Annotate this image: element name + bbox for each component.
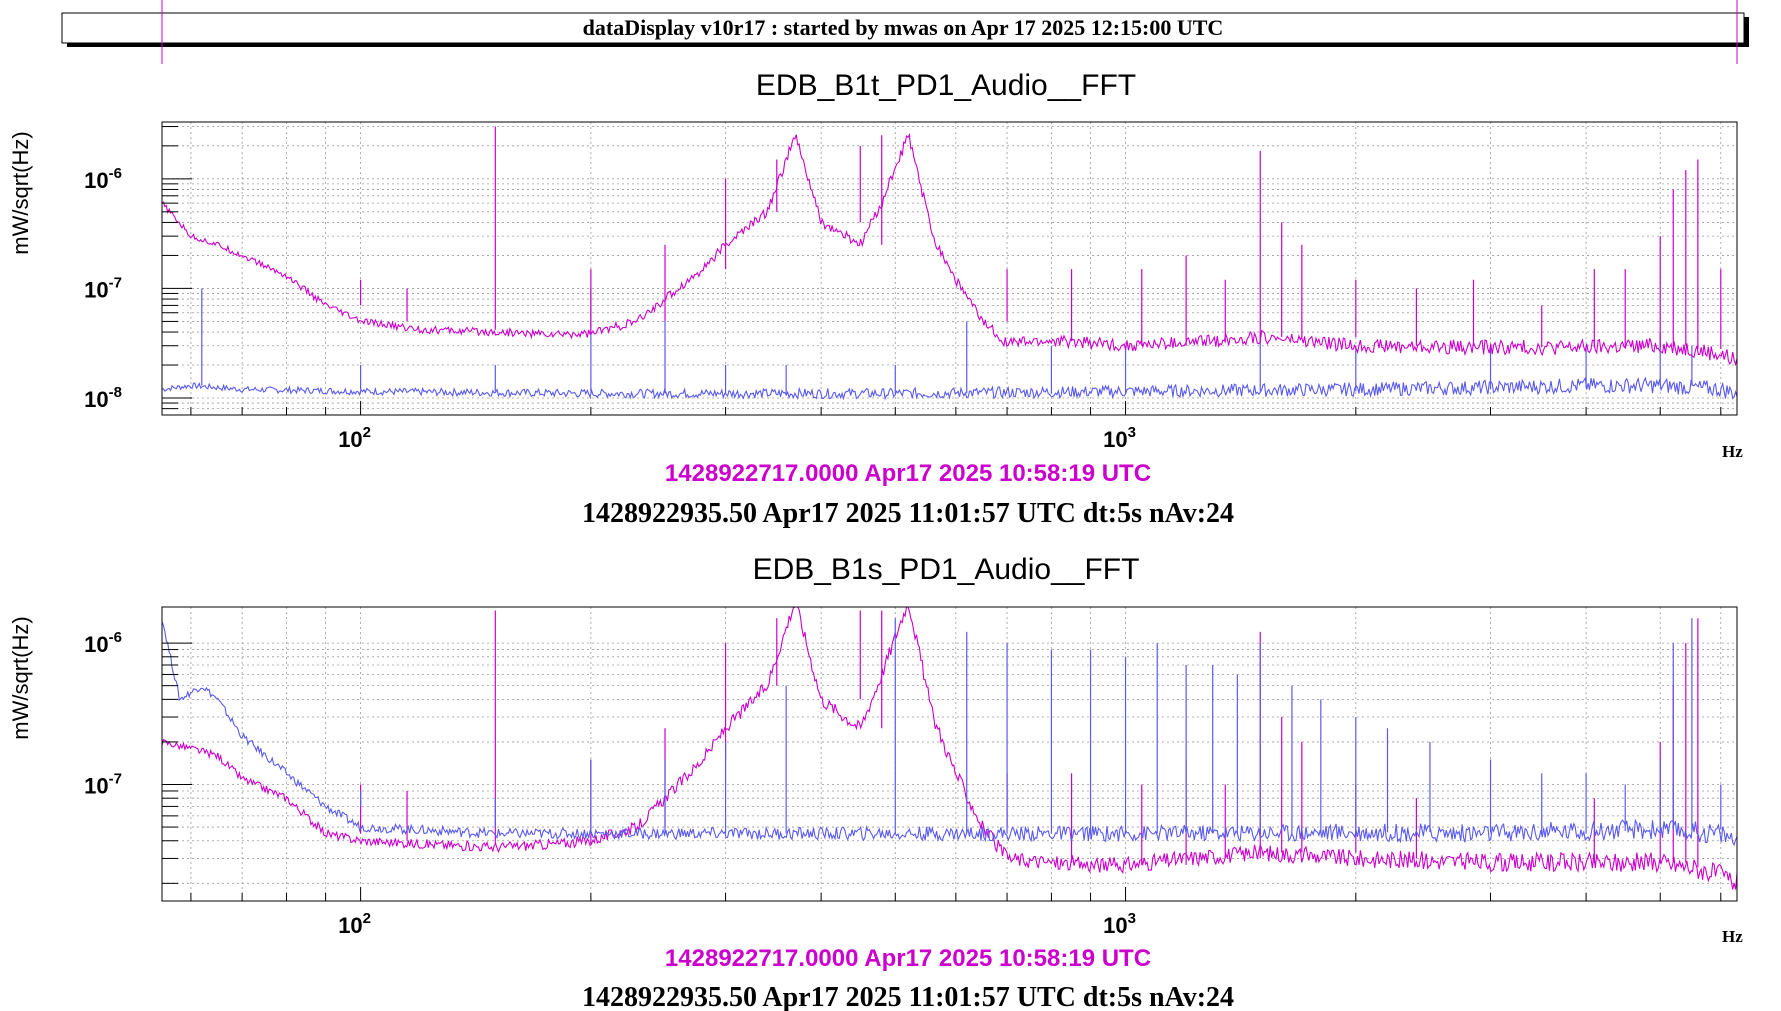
current-series bbox=[161, 288, 1738, 401]
plot-frame bbox=[161, 121, 1738, 416]
plot-tick-labels: 102 103 10-7 10-6 bbox=[84, 629, 1136, 938]
plot-frame bbox=[161, 606, 1738, 902]
reference-spectrum-line bbox=[161, 133, 1738, 367]
y-axis-label: mW/sqrt(Hz) bbox=[8, 616, 33, 739]
plot-title: EDB_B1t_PD1_Audio__FFT bbox=[756, 69, 1136, 102]
reference-spectrum-line bbox=[161, 606, 1738, 890]
y-tick-label: 10-6 bbox=[84, 629, 122, 657]
reference-series bbox=[161, 126, 1738, 367]
y-tick-label: 10-6 bbox=[84, 165, 122, 193]
plot-title: EDB_B1s_PD1_Audio__FFT bbox=[753, 553, 1140, 586]
current-spectrum-line bbox=[161, 376, 1738, 401]
y-tick-label: 10-8 bbox=[84, 384, 122, 412]
plot-tick-labels: 102 103 10-8 10-7 10-6 bbox=[84, 165, 1136, 452]
reference-timestamp: 1428922717.0000 Apr17 2025 10:58:19 UTC bbox=[665, 460, 1151, 487]
fft-plot-b1s: EDB_B1s_PD1_Audio__FFT mW/sqrt(Hz) 102 10… bbox=[8, 553, 1743, 1011]
x-tick-label: 102 bbox=[338, 910, 371, 938]
plot-curves bbox=[161, 606, 1738, 890]
plot-curves bbox=[161, 126, 1738, 401]
current-series bbox=[161, 618, 1738, 847]
x-axis-unit: Hz bbox=[1722, 442, 1743, 461]
current-timestamp: 1428922935.50 Apr17 2025 11:01:57 UTC dt… bbox=[582, 982, 1234, 1011]
y-tick-label: 10-7 bbox=[84, 770, 122, 798]
plot-ticks bbox=[162, 642, 1722, 901]
current-timestamp: 1428922935.50 Apr17 2025 11:01:57 UTC dt… bbox=[582, 498, 1234, 529]
reference-timestamp: 1428922717.0000 Apr17 2025 10:58:19 UTC bbox=[665, 945, 1151, 972]
current-spectrum-line bbox=[161, 621, 1738, 847]
y-axis-label: mW/sqrt(Hz) bbox=[8, 131, 33, 254]
plot-ticks bbox=[162, 126, 1722, 416]
header-bar: dataDisplay v10r17 : started by mwas on … bbox=[61, 12, 1749, 47]
plot-grid bbox=[162, 122, 1737, 416]
x-tick-label: 103 bbox=[1103, 910, 1136, 938]
x-tick-label: 102 bbox=[338, 424, 371, 452]
x-axis-unit: Hz bbox=[1722, 927, 1743, 946]
x-tick-label: 103 bbox=[1103, 424, 1136, 452]
header-title: dataDisplay v10r17 : started by mwas on … bbox=[583, 15, 1224, 40]
fft-plot-b1t: EDB_B1t_PD1_Audio__FFT mW/sqrt(Hz) 102 10… bbox=[8, 69, 1743, 529]
y-tick-label: 10-7 bbox=[84, 274, 122, 302]
